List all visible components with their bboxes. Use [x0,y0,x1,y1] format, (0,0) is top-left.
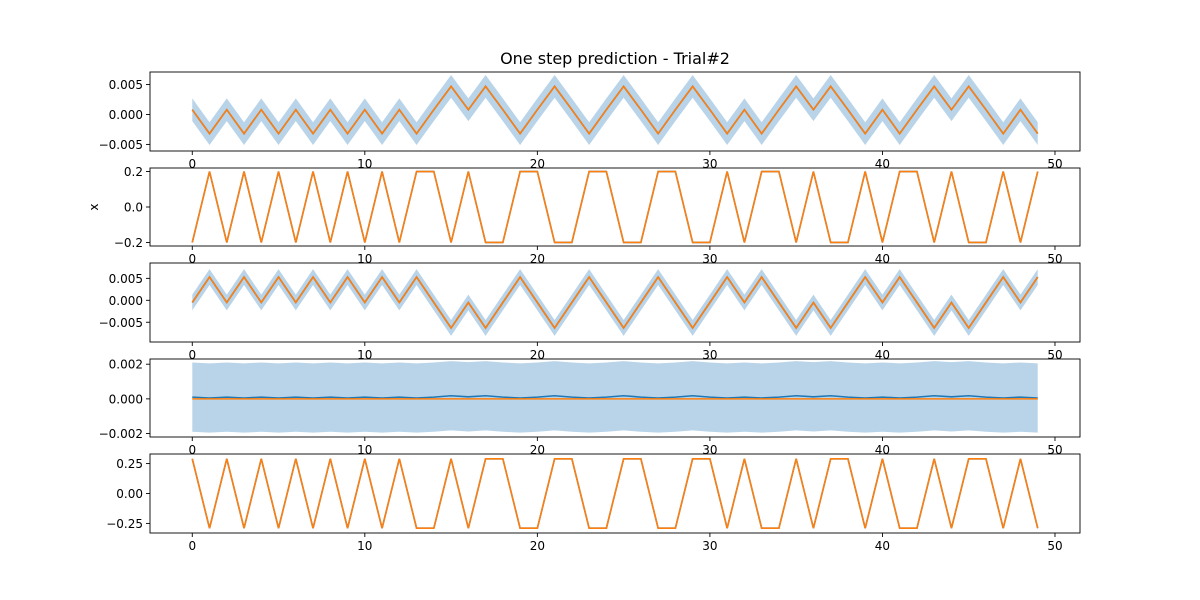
x-tick-label: 40 [875,252,890,266]
y-tick-label: 0.00 [116,487,143,501]
y-tick-label: 0.2 [124,165,143,179]
x-tick-label: 50 [1047,443,1062,457]
target-line [191,457,1039,530]
x-tick-label: 40 [875,539,890,553]
x-tick-label: 50 [1047,348,1062,362]
axes-frame [149,262,1081,343]
y-tick-label: −0.005 [99,316,143,330]
y-axis-label: x [87,203,101,210]
x-tick-label: 40 [875,443,890,457]
x-tick-label: 20 [530,348,545,362]
target-line [191,275,1039,330]
plot-area [192,361,1038,433]
y-tick-label: −0.2 [114,236,143,250]
x-tick-label: 50 [1047,157,1062,171]
y-tick-label: 0.005 [109,78,143,92]
x-tick-label: 10 [357,252,372,266]
x-tick-label: 30 [702,539,717,553]
y-tick-label: 0.000 [109,108,143,122]
x-tick-label: 10 [357,157,372,171]
uncertainty-band [192,269,1038,336]
x-tick-label: 50 [1047,252,1062,266]
y-tick-label: 0.0 [124,201,143,215]
x-tick-label: 20 [530,539,545,553]
x-tick-label: 10 [357,443,372,457]
x-tick-label: 30 [702,252,717,266]
x-tick-label: 0 [188,539,196,553]
x-tick-label: 0 [188,443,196,457]
y-tick-label: −0.002 [99,427,143,441]
x-tick-label: 40 [875,348,890,362]
figure-title: One step prediction - Trial#2 [500,49,730,68]
target-line [191,170,1039,244]
x-tick-label: 30 [702,348,717,362]
x-tick-label: 20 [530,252,545,266]
x-tick-label: 30 [702,443,717,457]
y-tick-label: 0.000 [109,392,143,406]
axes-frame [149,71,1081,152]
y-tick-label: 0.002 [109,358,143,372]
target-line [191,85,1039,136]
x-tick-label: 50 [1047,539,1062,553]
x-tick-label: 0 [188,348,196,362]
x-tick-label: 20 [530,157,545,171]
x-tick-label: 40 [875,157,890,171]
x-tick-label: 30 [702,157,717,171]
subplot-3: 0 10 20 30 40 50 −0.005 0.000 0.005 [99,262,1081,362]
y-tick-label: 0.005 [109,272,143,286]
x-tick-label: 0 [188,252,196,266]
subplot-2: 0 10 20 30 40 50 −0.2 0.0 0.2 x [87,165,1081,266]
y-tick-label: 0.25 [116,457,143,471]
plot-area [191,170,1039,244]
subplot-4: 0 10 20 30 40 50 −0.002 0.000 0.002 [99,358,1081,457]
plot-area [191,74,1039,146]
x-tick-label: 10 [357,539,372,553]
plot-area [191,269,1039,336]
subplot-1: 0 10 20 30 40 50 −0.005 0.000 0.005 [99,71,1081,171]
y-tick-label: 0.000 [109,294,143,308]
x-tick-label: 10 [357,348,372,362]
x-tick-label: 20 [530,443,545,457]
prediction-line [192,394,1038,399]
x-tick-label: 0 [188,157,196,171]
y-tick-label: −0.005 [99,138,143,152]
y-tick-label: −0.25 [106,517,143,531]
axes-frame [149,358,1081,438]
plot-area [191,457,1039,530]
subplot-5: 0 10 20 30 40 50 −0.25 0.00 0.25 [106,453,1081,553]
